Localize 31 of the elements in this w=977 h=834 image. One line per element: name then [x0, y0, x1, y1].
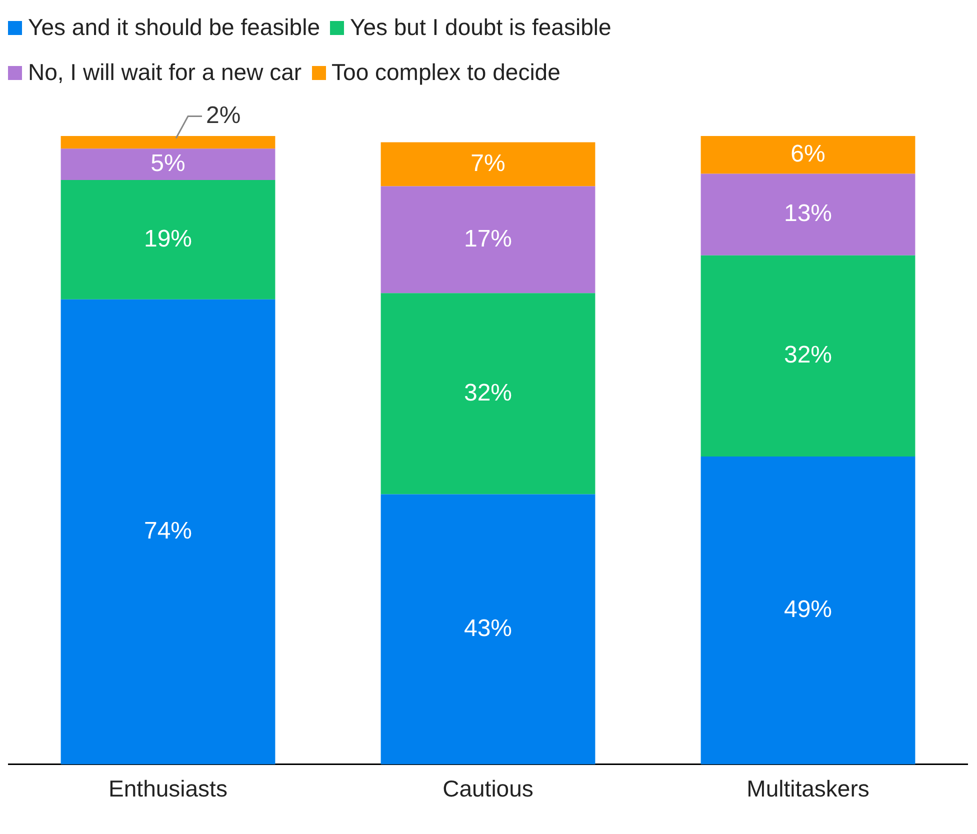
bar — [60, 136, 276, 149]
data-label: 19% — [144, 225, 192, 252]
legend-label: Too complex to decide — [332, 59, 560, 86]
bar — [700, 255, 916, 456]
bar — [700, 136, 916, 174]
x-tick-label: Multitaskers — [746, 776, 870, 802]
bar — [700, 174, 916, 256]
x-tick-label: Cautious — [442, 776, 534, 802]
data-label: 74% — [144, 518, 192, 545]
bar — [700, 456, 916, 764]
legend-label: No, I will wait for a new car — [28, 59, 302, 86]
data-label: 32% — [784, 342, 832, 369]
data-label: 2% — [206, 102, 241, 129]
legend-label: Yes but I doubt is feasible — [350, 14, 612, 41]
bar — [60, 299, 276, 764]
bar — [380, 494, 596, 764]
data-label: 13% — [784, 200, 832, 228]
bar — [60, 180, 276, 300]
data-label: 5% — [150, 150, 186, 177]
data-label: 17% — [464, 225, 512, 252]
data-label: 49% — [784, 596, 832, 624]
data-label: 43% — [464, 614, 512, 642]
bar — [380, 142, 596, 186]
bar — [60, 148, 276, 180]
data-label: 6% — [790, 140, 826, 168]
data-label: 32% — [464, 379, 512, 406]
bar — [380, 293, 596, 494]
x-tick-label: Enthusiasts — [108, 776, 228, 802]
data-label: 7% — [470, 150, 506, 177]
bar — [380, 186, 596, 294]
legend-label: Yes and it should be feasible — [28, 14, 320, 41]
